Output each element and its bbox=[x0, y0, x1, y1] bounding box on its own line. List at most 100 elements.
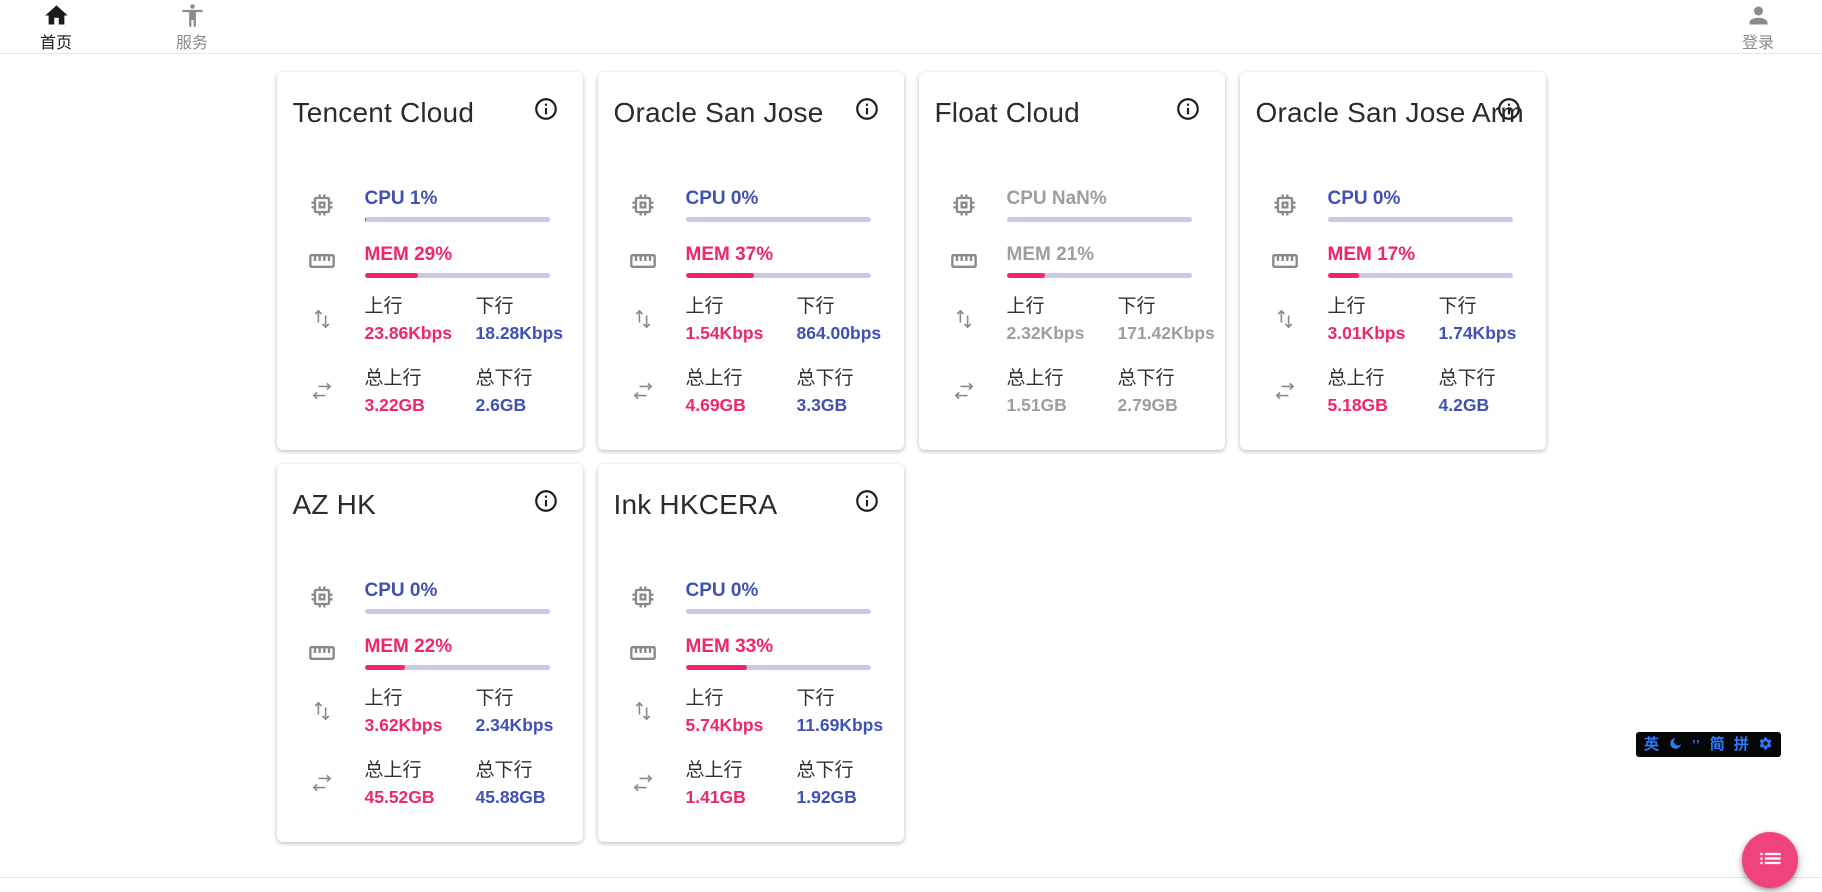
ruler-icon bbox=[935, 247, 1007, 275]
mem-progress-fill bbox=[1006, 272, 1046, 278]
cpu-meter: CPU NaN% bbox=[1006, 188, 1192, 222]
info-icon[interactable] bbox=[854, 96, 880, 122]
total-download-label: 总下行 bbox=[475, 367, 533, 389]
download-rate-label: 下行 bbox=[796, 295, 835, 317]
server-card: Oracle San Jose Arm CPU 0% bbox=[1239, 72, 1546, 450]
net-rate-columns: 上行 1.54Kbps 下行 864.00bps bbox=[686, 296, 908, 343]
cpu-progress-fill bbox=[364, 216, 367, 222]
total-upload-label: 总上行 bbox=[364, 367, 422, 389]
server-card-body: CPU 1% MEM 29% bbox=[293, 187, 563, 415]
total-upload-label: 总上行 bbox=[364, 759, 422, 781]
swap-horiz-icon bbox=[614, 769, 686, 797]
ime-simplified-toggle[interactable]: 简 bbox=[1709, 736, 1725, 753]
moon-icon[interactable] bbox=[1668, 736, 1683, 754]
server-card: Float Cloud CPU NaN% bbox=[918, 72, 1225, 450]
swap-horiz-icon bbox=[1256, 377, 1328, 405]
mem-usage-label: MEM 37% bbox=[685, 243, 774, 265]
list-icon bbox=[1757, 845, 1784, 875]
mem-meter: MEM 22% bbox=[364, 635, 550, 670]
mem-progress-bar bbox=[1327, 272, 1513, 278]
total-download-stat: 总下行 45.88GB bbox=[476, 760, 587, 807]
swap-horiz-icon bbox=[935, 377, 1007, 405]
ime-language-toggle[interactable]: 英 bbox=[1644, 736, 1660, 753]
mem-usage-label: MEM 22% bbox=[364, 635, 453, 657]
cpu-progress-bar bbox=[1327, 216, 1513, 222]
net-total-row: 总上行 4.69GB 总下行 3.3GB bbox=[614, 368, 871, 415]
upload-rate-label: 上行 bbox=[1006, 295, 1045, 317]
net-total-row: 总上行 3.22GB 总下行 2.6GB bbox=[293, 368, 550, 415]
server-card-body: CPU 0% MEM 22% bbox=[293, 580, 553, 807]
upload-rate-stat: 上行 23.86Kbps bbox=[365, 296, 476, 343]
ime-punctuation-toggle[interactable]: ’’ bbox=[1692, 737, 1701, 752]
upload-rate-stat: 上行 5.74Kbps bbox=[686, 688, 797, 735]
upload-rate-label: 上行 bbox=[364, 295, 403, 317]
mem-row: MEM 17% bbox=[1256, 244, 1513, 278]
cpu-row: CPU 0% bbox=[1256, 188, 1513, 222]
download-rate-value: 864.00bps bbox=[796, 322, 882, 343]
download-rate-value: 171.42Kbps bbox=[1117, 322, 1215, 343]
swap-horiz-icon bbox=[293, 377, 365, 405]
mem-progress-fill bbox=[1327, 272, 1359, 278]
mem-progress-bar bbox=[1006, 272, 1192, 278]
mem-progress-bar bbox=[685, 664, 871, 670]
cpu-progress-bar bbox=[364, 608, 550, 614]
upload-rate-value: 23.86Kbps bbox=[364, 322, 453, 343]
swap-horiz-icon bbox=[614, 377, 686, 405]
cpu-usage-label: CPU 1% bbox=[364, 187, 438, 209]
server-list-fab[interactable] bbox=[1742, 832, 1798, 888]
server-name: AZ HK bbox=[292, 489, 376, 520]
nav-item-home[interactable]: 首页 bbox=[34, 2, 78, 53]
chip-icon bbox=[614, 191, 686, 219]
total-upload-label: 总上行 bbox=[1006, 367, 1064, 389]
cpu-progress-bar bbox=[364, 216, 550, 222]
download-rate-value: 11.69Kbps bbox=[796, 714, 884, 735]
accessibility-icon bbox=[179, 2, 206, 34]
mem-meter: MEM 33% bbox=[685, 636, 871, 670]
info-icon[interactable] bbox=[533, 488, 559, 514]
total-download-label: 总下行 bbox=[796, 367, 854, 389]
mem-row: MEM 21% bbox=[935, 244, 1192, 278]
cpu-progress-bar bbox=[685, 216, 871, 222]
total-upload-label: 总上行 bbox=[1327, 367, 1385, 389]
cpu-progress-bar bbox=[1006, 216, 1192, 222]
info-icon[interactable] bbox=[1175, 96, 1201, 122]
net-total-columns: 总上行 1.41GB 总下行 1.92GB bbox=[686, 760, 908, 807]
net-total-row: 总上行 45.52GB 总下行 45.88GB bbox=[293, 760, 550, 807]
total-upload-stat: 总上行 45.52GB bbox=[365, 760, 476, 807]
mem-progress-fill bbox=[685, 664, 747, 670]
info-icon[interactable] bbox=[854, 488, 880, 514]
server-card: Ink HKCERA CPU 0% bbox=[597, 464, 904, 842]
upload-rate-value: 1.54Kbps bbox=[685, 322, 764, 343]
server-card-body: CPU 0% MEM 33% bbox=[614, 580, 883, 807]
ime-pinyin-toggle[interactable]: 拼 bbox=[1733, 736, 1749, 753]
nav-item-login[interactable]: 登录 bbox=[1736, 2, 1780, 53]
net-rate-row: 上行 5.74Kbps 下行 11.69Kbps bbox=[614, 688, 883, 735]
info-icon[interactable] bbox=[533, 96, 559, 122]
server-name: Ink HKCERA bbox=[613, 489, 778, 520]
server-name: Tencent Cloud bbox=[292, 97, 475, 128]
download-rate-stat: 下行 11.69Kbps bbox=[797, 688, 908, 735]
total-upload-value: 1.41GB bbox=[685, 786, 746, 807]
mem-meter: MEM 29% bbox=[364, 244, 550, 278]
swap-vert-icon bbox=[614, 697, 686, 725]
total-download-label: 总下行 bbox=[1438, 367, 1496, 389]
server-name: Float Cloud bbox=[934, 97, 1080, 128]
ime-toolbar[interactable]: 英 ’’ 简 拼 bbox=[1636, 732, 1781, 757]
gear-icon[interactable] bbox=[1758, 736, 1773, 754]
total-upload-value: 5.18GB bbox=[1327, 394, 1388, 415]
cpu-meter: CPU 0% bbox=[685, 188, 871, 222]
nav-item-services[interactable]: 服务 bbox=[170, 2, 214, 53]
total-upload-stat: 总上行 5.18GB bbox=[1328, 368, 1439, 415]
ruler-icon bbox=[614, 247, 686, 275]
upload-rate-value: 2.32Kbps bbox=[1006, 322, 1085, 343]
footer-divider bbox=[0, 877, 1822, 878]
total-upload-value: 45.52GB bbox=[364, 786, 435, 807]
net-rate-row: 上行 3.62Kbps 下行 2.34Kbps bbox=[293, 687, 553, 735]
server-name: Oracle San Jose bbox=[613, 97, 824, 128]
total-upload-stat: 总上行 4.69GB bbox=[686, 368, 797, 415]
info-icon[interactable] bbox=[1496, 96, 1522, 122]
upload-rate-label: 上行 bbox=[364, 687, 403, 709]
total-download-value: 45.88GB bbox=[475, 786, 546, 807]
server-card: AZ HK CPU 0% bbox=[276, 464, 583, 842]
total-download-stat: 总下行 3.3GB bbox=[797, 368, 908, 415]
